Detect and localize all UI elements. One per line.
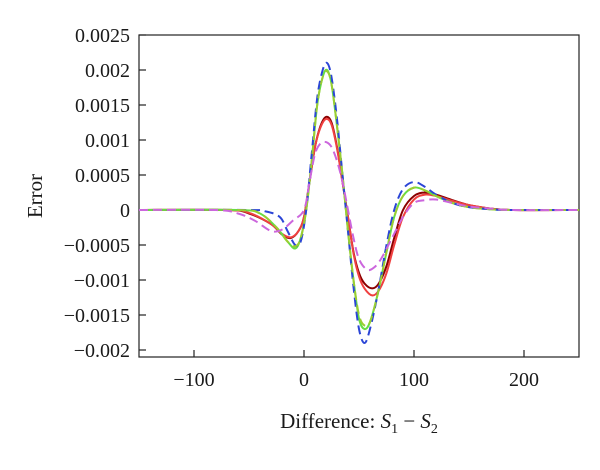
series-line-4 [138,61,580,344]
y-tick-label: 0 [120,200,130,222]
x-axis-title-var2: S [420,409,431,433]
y-tick-label: 0.001 [85,130,130,152]
x-axis-title: Difference: S1 − S2 [280,409,438,437]
x-axis-title-op: − [398,409,420,433]
x-tick-label: 0 [299,369,309,391]
ticks: −100 0 100 200 0.0025 0.002 0.0015 0.001 0.0005 0… [64,25,539,391]
series-line-2 [138,117,580,297]
x-axis-title-sub1: 1 [391,422,398,437]
y-axis-title: Error [23,174,47,218]
x-tick-label: 200 [509,369,539,391]
series-line-1 [138,115,580,290]
y-tick-label: −0.0015 [64,305,130,327]
y-tick-label: 0.0015 [75,95,130,117]
x-tick-label: −100 [173,369,214,391]
series-layer [138,61,580,344]
x-axis-title-var1: S [381,409,392,433]
series-line-5 [138,70,580,328]
y-tick-label: −0.0005 [64,235,130,257]
y-tick-label: 0.002 [85,60,130,82]
series-line-6 [138,140,580,272]
series-line-3 [138,68,580,331]
y-tick-label: 0.0025 [75,25,130,47]
y-tick-label: 0.0005 [75,165,130,187]
x-axis-title-prefix: Difference: [280,409,380,433]
plot-frame [138,34,580,358]
x-tick-label: 100 [399,369,429,391]
x-axis-title-sub2: 2 [431,422,438,437]
y-tick-label: −0.002 [74,340,130,362]
y-tick-label: −0.001 [74,270,130,292]
